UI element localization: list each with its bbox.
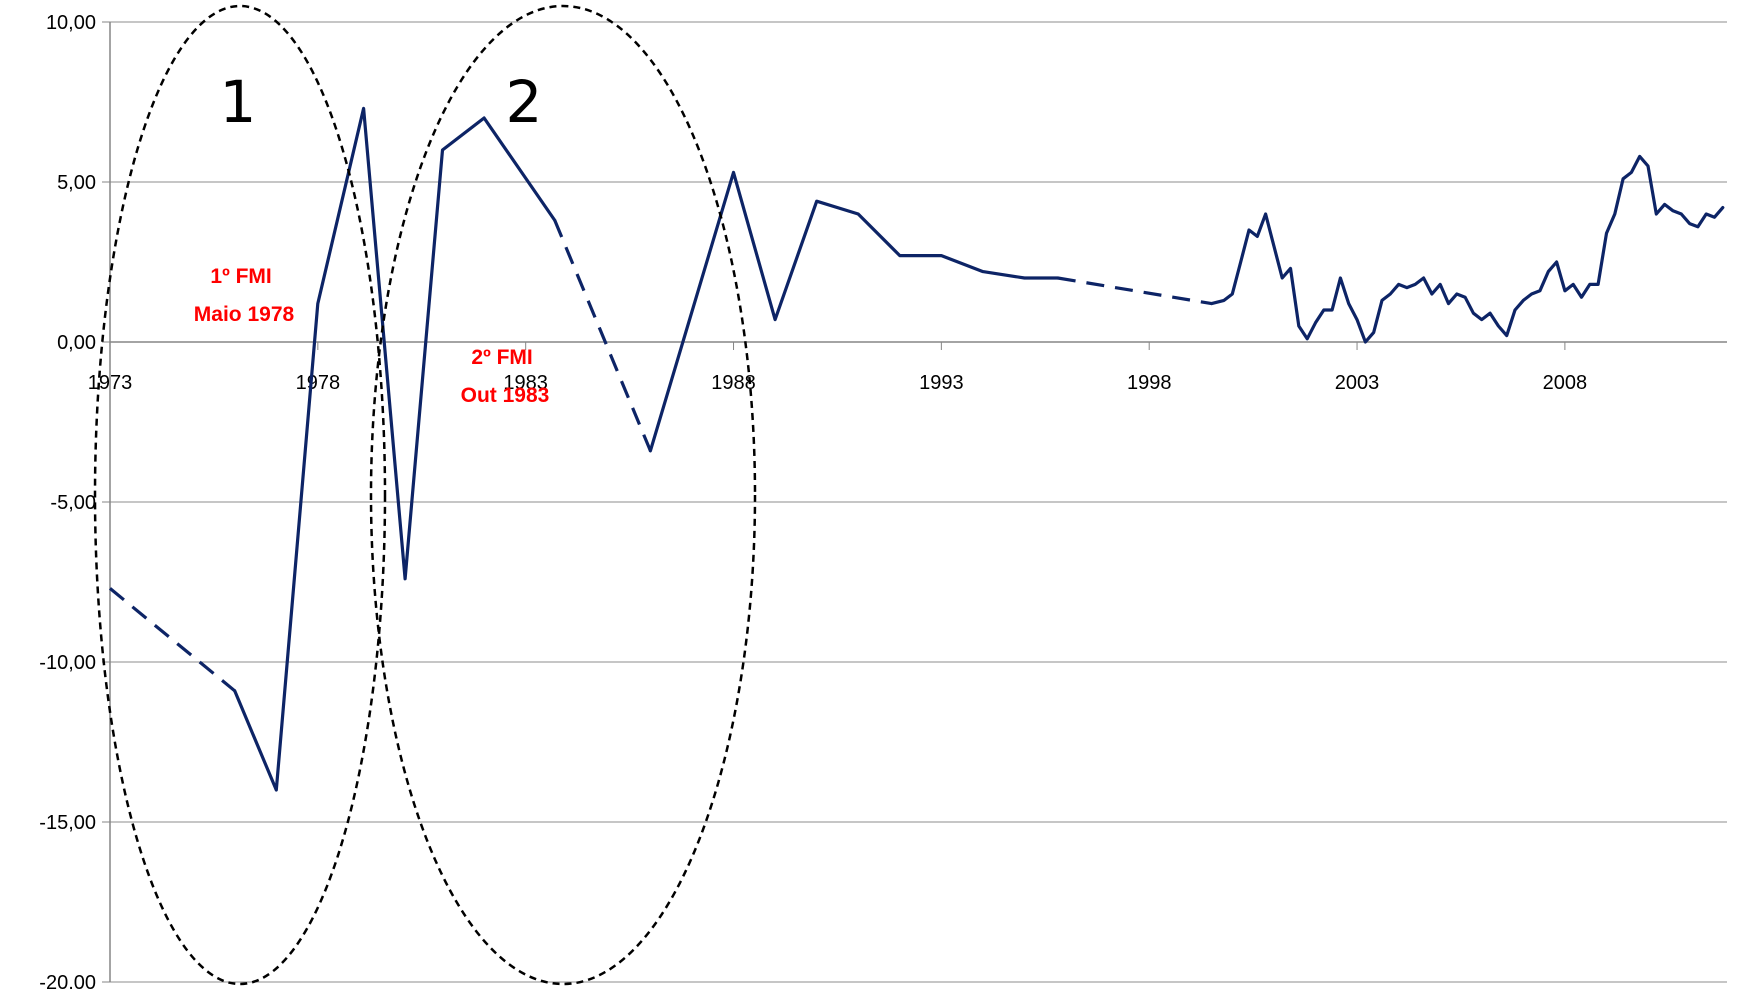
region-1-label: 1 [220, 68, 257, 136]
x-tick-label: 1978 [296, 372, 341, 394]
series-line-dashed [108, 587, 236, 693]
x-tick-label: 1988 [711, 372, 756, 394]
series-line-dashed [1057, 276, 1212, 306]
annotation-second-imf-line-1: 2º FMI [471, 346, 532, 369]
region-2-ellipse [369, 4, 757, 986]
y-tick-label: -5,00 [50, 492, 96, 514]
series-line [648, 170, 1060, 453]
y-tick-label: -10,00 [39, 652, 96, 674]
x-tick-label: 1998 [1127, 372, 1172, 394]
series-line [1209, 154, 1725, 344]
x-tick-label: 2003 [1335, 372, 1380, 394]
gridlines [102, 21, 1727, 983]
annotation-first-imf: 1º FMI Maio 1978 [194, 265, 295, 326]
region-1-ellipse [93, 4, 387, 986]
annotation-first-imf-line-2: Maio 1978 [194, 303, 295, 326]
series-line-dashed [553, 219, 652, 452]
x-tick-label: 2008 [1543, 372, 1588, 394]
y-tick-labels: 10,00 5,00 0,00 -5,00 -10,00 -15,00 -20,00 [39, 12, 96, 989]
y-tick-label: 10,00 [46, 12, 96, 34]
y-tick-label: -15,00 [39, 812, 96, 834]
annotation-first-imf-line-1: 1º FMI [210, 265, 271, 288]
region-2-label: 2 [506, 68, 543, 136]
x-tick-label: 1973 [88, 372, 133, 394]
series-line [233, 106, 557, 792]
series-layer [108, 106, 1725, 792]
annotation-second-imf: 2º FMI Out 1983 [461, 346, 550, 407]
y-tick-label: -20,00 [39, 972, 96, 989]
x-tick-label: 1993 [919, 372, 964, 394]
annotation-second-imf-line-2: Out 1983 [461, 384, 550, 407]
x-tick-label: 1983 [503, 372, 548, 394]
y-tick-label: 0,00 [57, 332, 96, 354]
y-tick-label: 5,00 [57, 172, 96, 194]
